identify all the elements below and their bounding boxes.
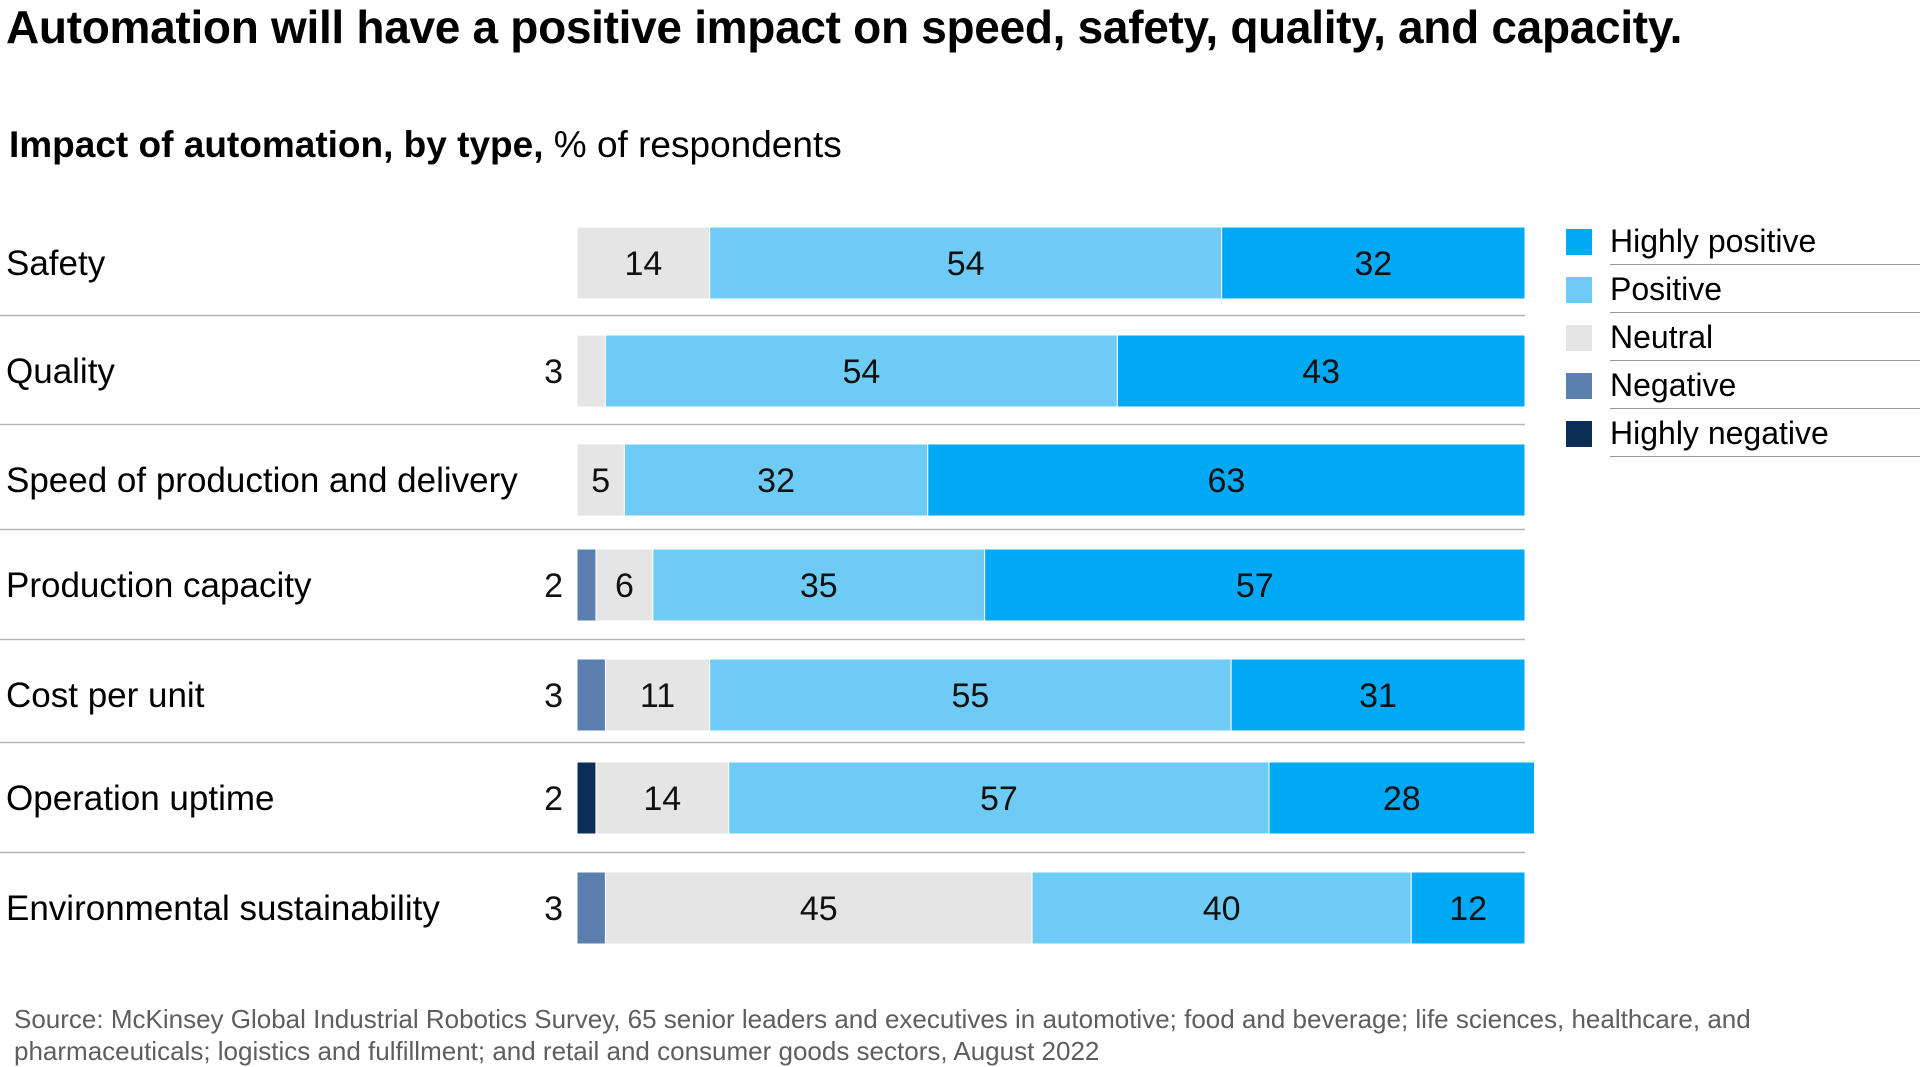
legend-swatch-highly-positive <box>1566 229 1592 255</box>
outside-data-label: 2 <box>544 567 563 605</box>
bar-segment-highly-positive <box>1221 226 1526 300</box>
data-label-highly-positive: 32 <box>1354 245 1392 283</box>
bar-segment-highly-positive <box>927 443 1526 517</box>
bar-segment-highly-negative <box>576 761 597 835</box>
data-label-neutral: 45 <box>800 890 838 928</box>
category-label-environmental-sustainability: Environmental sustainability <box>6 889 440 928</box>
data-label-highly-positive: 28 <box>1383 780 1421 818</box>
legend-label-neutral: Neutral <box>1610 314 1920 361</box>
bar-segment-neutral <box>576 334 606 408</box>
legend-swatch-negative <box>1566 373 1592 399</box>
category-label-operation-uptime: Operation uptime <box>6 779 274 818</box>
outside-data-label: 3 <box>544 353 563 391</box>
bar-segment-negative <box>576 548 597 622</box>
data-label-neutral: 5 <box>591 462 610 500</box>
chart-title: Automation will have a positive impact o… <box>6 1 1683 53</box>
legend-swatch-positive <box>1566 277 1592 303</box>
category-label-quality: Quality <box>6 352 115 391</box>
data-label-highly-positive: 63 <box>1207 462 1245 500</box>
bar-segment-neutral <box>576 443 625 517</box>
subtitle-bold: Impact of automation, by type, <box>9 124 544 165</box>
data-label-highly-positive: 43 <box>1302 353 1340 391</box>
data-label-highly-positive: 12 <box>1449 890 1487 928</box>
bar-segment-highly-positive <box>1116 334 1526 408</box>
legend: Highly positive Positive Neutral Negativ… <box>1566 218 1920 458</box>
legend-item-positive: Positive <box>1566 266 1920 314</box>
bar-segment-highly-positive <box>1268 761 1535 835</box>
data-label-highly-positive: 57 <box>1236 567 1274 605</box>
data-label-positive: 32 <box>757 462 795 500</box>
bar-segment-neutral <box>595 761 730 835</box>
data-label-positive: 35 <box>800 567 838 605</box>
data-label-neutral: 6 <box>615 567 634 605</box>
bar-segment-highly-positive <box>1410 871 1526 945</box>
bar-segment-negative <box>576 871 606 945</box>
category-label-speed-of-production-and-delivery: Speed of production and delivery <box>6 461 518 500</box>
data-label-neutral: 14 <box>624 245 662 283</box>
bar-segment-positive <box>1031 871 1412 945</box>
data-label-positive: 55 <box>952 677 990 715</box>
bar-segment-positive <box>623 443 929 517</box>
bar-segment-highly-positive <box>1230 658 1526 732</box>
legend-label-negative: Negative <box>1610 362 1920 409</box>
data-label-positive: 54 <box>947 245 985 283</box>
legend-swatch-highly-negative <box>1566 421 1592 447</box>
legend-label-positive: Positive <box>1610 266 1920 313</box>
legend-item-highly-negative: Highly negative <box>1566 410 1920 458</box>
data-label-positive: 54 <box>842 353 880 391</box>
bar-segment-positive <box>604 334 1118 408</box>
data-label-positive: 57 <box>980 780 1018 818</box>
source-note: Source: McKinsey Global Industrial Robot… <box>14 1004 1751 1066</box>
bar-segment-neutral <box>595 548 654 622</box>
bar-segment-neutral <box>604 871 1033 945</box>
bar-segment-positive <box>709 658 1232 732</box>
legend-item-negative: Negative <box>1566 362 1920 410</box>
bar-segment-positive <box>709 226 1223 300</box>
bar-segment-neutral <box>604 658 711 732</box>
category-label-production-capacity: Production capacity <box>6 566 312 605</box>
category-label-cost-per-unit: Cost per unit <box>6 676 205 715</box>
bar-segment-neutral <box>576 226 711 300</box>
legend-item-highly-positive: Highly positive <box>1566 218 1920 266</box>
outside-data-label: 2 <box>544 780 563 818</box>
data-label-neutral: 14 <box>643 780 681 818</box>
legend-swatch-neutral <box>1566 325 1592 351</box>
data-label-positive: 40 <box>1203 890 1241 928</box>
data-label-highly-positive: 31 <box>1359 677 1397 715</box>
outside-data-label: 3 <box>544 890 563 928</box>
bar-segment-positive <box>728 761 1270 835</box>
category-label-safety: Safety <box>6 244 106 283</box>
outside-data-label: 3 <box>544 677 563 715</box>
data-label-neutral: 11 <box>640 677 675 715</box>
bar-segment-highly-positive <box>984 548 1526 622</box>
subtitle-unit: % of respondents <box>543 124 842 165</box>
legend-label-highly-negative: Highly negative <box>1610 410 1920 457</box>
bar-segment-negative <box>576 658 606 732</box>
legend-label-highly-positive: Highly positive <box>1610 218 1920 265</box>
legend-item-neutral: Neutral <box>1566 314 1920 362</box>
chart-subtitle: Impact of automation, by type, % of resp… <box>9 124 842 166</box>
bar-segment-positive <box>652 548 986 622</box>
